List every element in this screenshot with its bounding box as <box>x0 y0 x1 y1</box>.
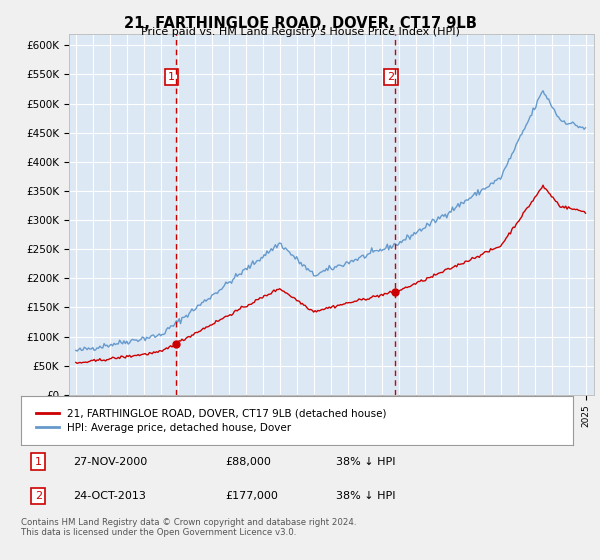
Text: Price paid vs. HM Land Registry's House Price Index (HPI): Price paid vs. HM Land Registry's House … <box>140 27 460 37</box>
Text: £177,000: £177,000 <box>225 491 278 501</box>
Text: 2: 2 <box>388 72 395 82</box>
Text: 1: 1 <box>35 456 42 466</box>
Text: 27-NOV-2000: 27-NOV-2000 <box>73 456 148 466</box>
Text: 38% ↓ HPI: 38% ↓ HPI <box>335 491 395 501</box>
Text: 24-OCT-2013: 24-OCT-2013 <box>73 491 146 501</box>
Text: Contains HM Land Registry data © Crown copyright and database right 2024.
This d: Contains HM Land Registry data © Crown c… <box>21 518 356 538</box>
Text: 21, FARTHINGLOE ROAD, DOVER, CT17 9LB: 21, FARTHINGLOE ROAD, DOVER, CT17 9LB <box>124 16 476 31</box>
Text: 1: 1 <box>168 72 175 82</box>
Legend: 21, FARTHINGLOE ROAD, DOVER, CT17 9LB (detached house), HPI: Average price, deta: 21, FARTHINGLOE ROAD, DOVER, CT17 9LB (d… <box>32 404 391 437</box>
Text: 2: 2 <box>35 491 42 501</box>
Text: 38% ↓ HPI: 38% ↓ HPI <box>335 456 395 466</box>
Text: £88,000: £88,000 <box>225 456 271 466</box>
